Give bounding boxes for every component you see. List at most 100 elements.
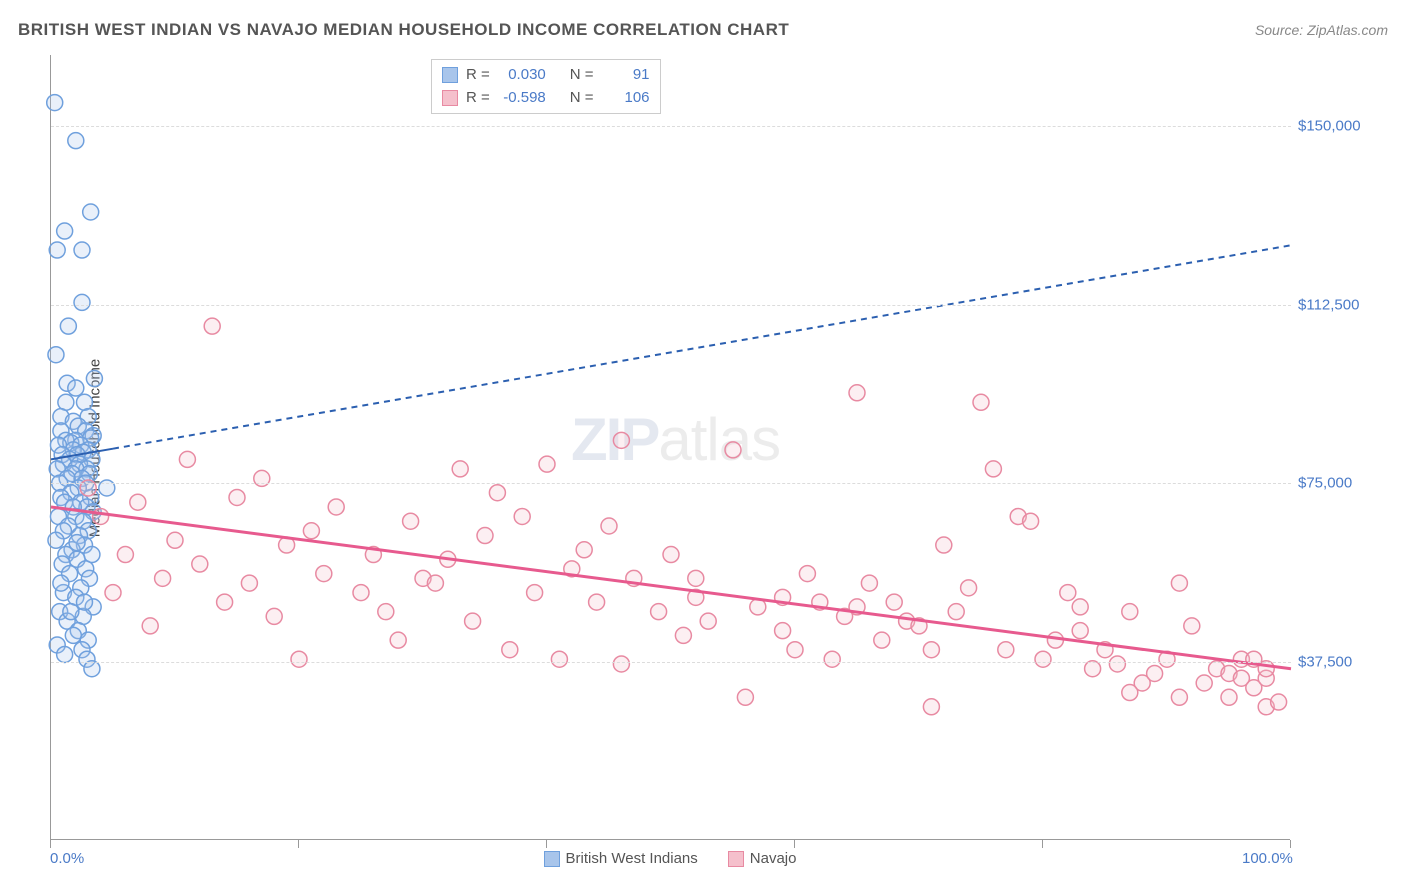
scatter-point-navajo <box>452 461 468 477</box>
scatter-point-navajo <box>874 632 890 648</box>
y-tick-label: $150,000 <box>1298 118 1361 135</box>
scatter-point-bwi <box>63 604 79 620</box>
n-value-navajo: 106 <box>602 87 650 110</box>
swatch-bwi <box>544 851 560 867</box>
scatter-point-navajo <box>688 570 704 586</box>
scatter-point-navajo <box>117 547 133 563</box>
scatter-point-navajo <box>1023 513 1039 529</box>
scatter-point-navajo <box>155 570 171 586</box>
scatter-point-bwi <box>84 661 100 677</box>
y-tick-label: $112,500 <box>1298 296 1359 313</box>
trendline-dashed-bwi <box>113 245 1291 448</box>
scatter-point-navajo <box>1196 675 1212 691</box>
scatter-point-navajo <box>316 566 332 582</box>
gridline-h <box>51 483 1291 484</box>
y-tick-label: $75,000 <box>1298 475 1352 492</box>
plot-wrap: Median Household Income ZIPatlas R = 0.0… <box>50 55 1380 840</box>
scatter-point-navajo <box>1072 623 1088 639</box>
x-tick-mark <box>794 840 795 848</box>
scatter-point-navajo <box>601 518 617 534</box>
scatter-point-navajo <box>303 523 319 539</box>
scatter-point-navajo <box>142 618 158 634</box>
source-attribution: Source: ZipAtlas.com <box>1255 22 1388 38</box>
scatter-point-bwi <box>68 133 84 149</box>
scatter-point-navajo <box>700 613 716 629</box>
scatter-point-navajo <box>613 656 629 672</box>
scatter-point-navajo <box>192 556 208 572</box>
stats-row-bwi: R = 0.030 N = 91 <box>442 64 650 87</box>
scatter-point-navajo <box>539 456 555 472</box>
x-tick-mark <box>1042 840 1043 848</box>
scatter-point-navajo <box>824 651 840 667</box>
gridline-h <box>51 662 1291 663</box>
r-value-navajo: -0.598 <box>498 87 546 110</box>
gridline-h <box>51 305 1291 306</box>
scatter-point-bwi <box>74 242 90 258</box>
scatter-point-navajo <box>675 627 691 643</box>
stats-legend-box: R = 0.030 N = 91 R = -0.598 N = 106 <box>431 59 661 114</box>
scatter-point-bwi <box>57 646 73 662</box>
scatter-point-navajo <box>936 537 952 553</box>
bottom-legend: British West Indians Navajo <box>50 850 1290 867</box>
scatter-point-navajo <box>465 613 481 629</box>
scatter-point-bwi <box>48 532 64 548</box>
scatter-point-navajo <box>1258 661 1274 677</box>
scatter-point-navajo <box>217 594 233 610</box>
x-tick-label: 0.0% <box>50 850 84 867</box>
scatter-point-navajo <box>1147 665 1163 681</box>
scatter-point-navajo <box>403 513 419 529</box>
x-tick-label: 100.0% <box>1242 850 1293 867</box>
scatter-point-bwi <box>83 204 99 220</box>
scatter-point-navajo <box>948 604 964 620</box>
scatter-point-navajo <box>427 575 443 591</box>
scatter-point-bwi <box>49 242 65 258</box>
scatter-point-bwi <box>53 575 69 591</box>
scatter-point-navajo <box>1171 575 1187 591</box>
scatter-point-navajo <box>961 580 977 596</box>
scatter-point-bwi <box>47 95 63 111</box>
scatter-point-navajo <box>886 594 902 610</box>
legend-item-bwi: British West Indians <box>544 850 698 867</box>
scatter-point-navajo <box>378 604 394 620</box>
scatter-point-navajo <box>737 689 753 705</box>
plot-area: ZIPatlas R = 0.030 N = 91 R = -0.598 <box>50 55 1290 840</box>
n-label: N = <box>570 64 594 87</box>
scatter-point-navajo <box>613 432 629 448</box>
scatter-point-navajo <box>229 489 245 505</box>
scatter-point-navajo <box>502 642 518 658</box>
scatter-point-navajo <box>1122 604 1138 620</box>
scatter-point-navajo <box>985 461 1001 477</box>
scatter-point-navajo <box>663 547 679 563</box>
scatter-point-navajo <box>799 566 815 582</box>
scatter-point-navajo <box>1072 599 1088 615</box>
scatter-point-bwi <box>65 627 81 643</box>
y-tick-label: $37,500 <box>1298 653 1352 670</box>
scatter-point-navajo <box>1060 585 1076 601</box>
x-tick-mark <box>1290 840 1291 848</box>
legend-label-bwi: British West Indians <box>566 850 698 867</box>
scatter-point-bwi <box>69 535 85 551</box>
scatter-point-navajo <box>1085 661 1101 677</box>
scatter-point-navajo <box>1184 618 1200 634</box>
scatter-point-navajo <box>787 642 803 658</box>
scatter-point-navajo <box>998 642 1014 658</box>
scatter-point-navajo <box>973 394 989 410</box>
stats-row-navajo: R = -0.598 N = 106 <box>442 87 650 110</box>
r-label: R = <box>466 64 490 87</box>
scatter-point-navajo <box>1171 689 1187 705</box>
title-row: BRITISH WEST INDIAN VS NAVAJO MEDIAN HOU… <box>18 20 1388 40</box>
scatter-point-navajo <box>204 318 220 334</box>
scatter-point-navajo <box>167 532 183 548</box>
x-tick-mark <box>50 840 51 848</box>
scatter-point-bwi <box>76 594 92 610</box>
scatter-point-navajo <box>1271 694 1287 710</box>
scatter-point-bwi <box>74 294 90 310</box>
scatter-point-navajo <box>390 632 406 648</box>
swatch-bwi <box>442 67 458 83</box>
scatter-point-navajo <box>266 608 282 624</box>
legend-item-navajo: Navajo <box>728 850 797 867</box>
scatter-point-navajo <box>861 575 877 591</box>
swatch-navajo <box>442 90 458 106</box>
chart-title: BRITISH WEST INDIAN VS NAVAJO MEDIAN HOU… <box>18 20 789 40</box>
scatter-point-navajo <box>328 499 344 515</box>
